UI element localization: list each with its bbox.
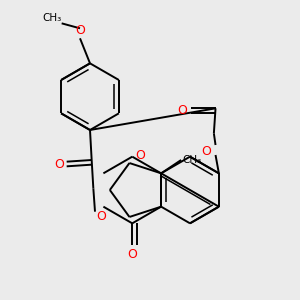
Text: CH₃: CH₃: [42, 13, 62, 23]
Text: O: O: [97, 210, 106, 223]
Text: O: O: [127, 248, 137, 261]
Text: O: O: [177, 104, 187, 117]
Text: O: O: [54, 158, 64, 170]
Text: methoxy: methoxy: [60, 20, 66, 22]
Text: O: O: [75, 24, 85, 37]
Text: O: O: [136, 148, 146, 161]
Text: CH₃: CH₃: [183, 155, 202, 165]
Text: O: O: [202, 145, 212, 158]
